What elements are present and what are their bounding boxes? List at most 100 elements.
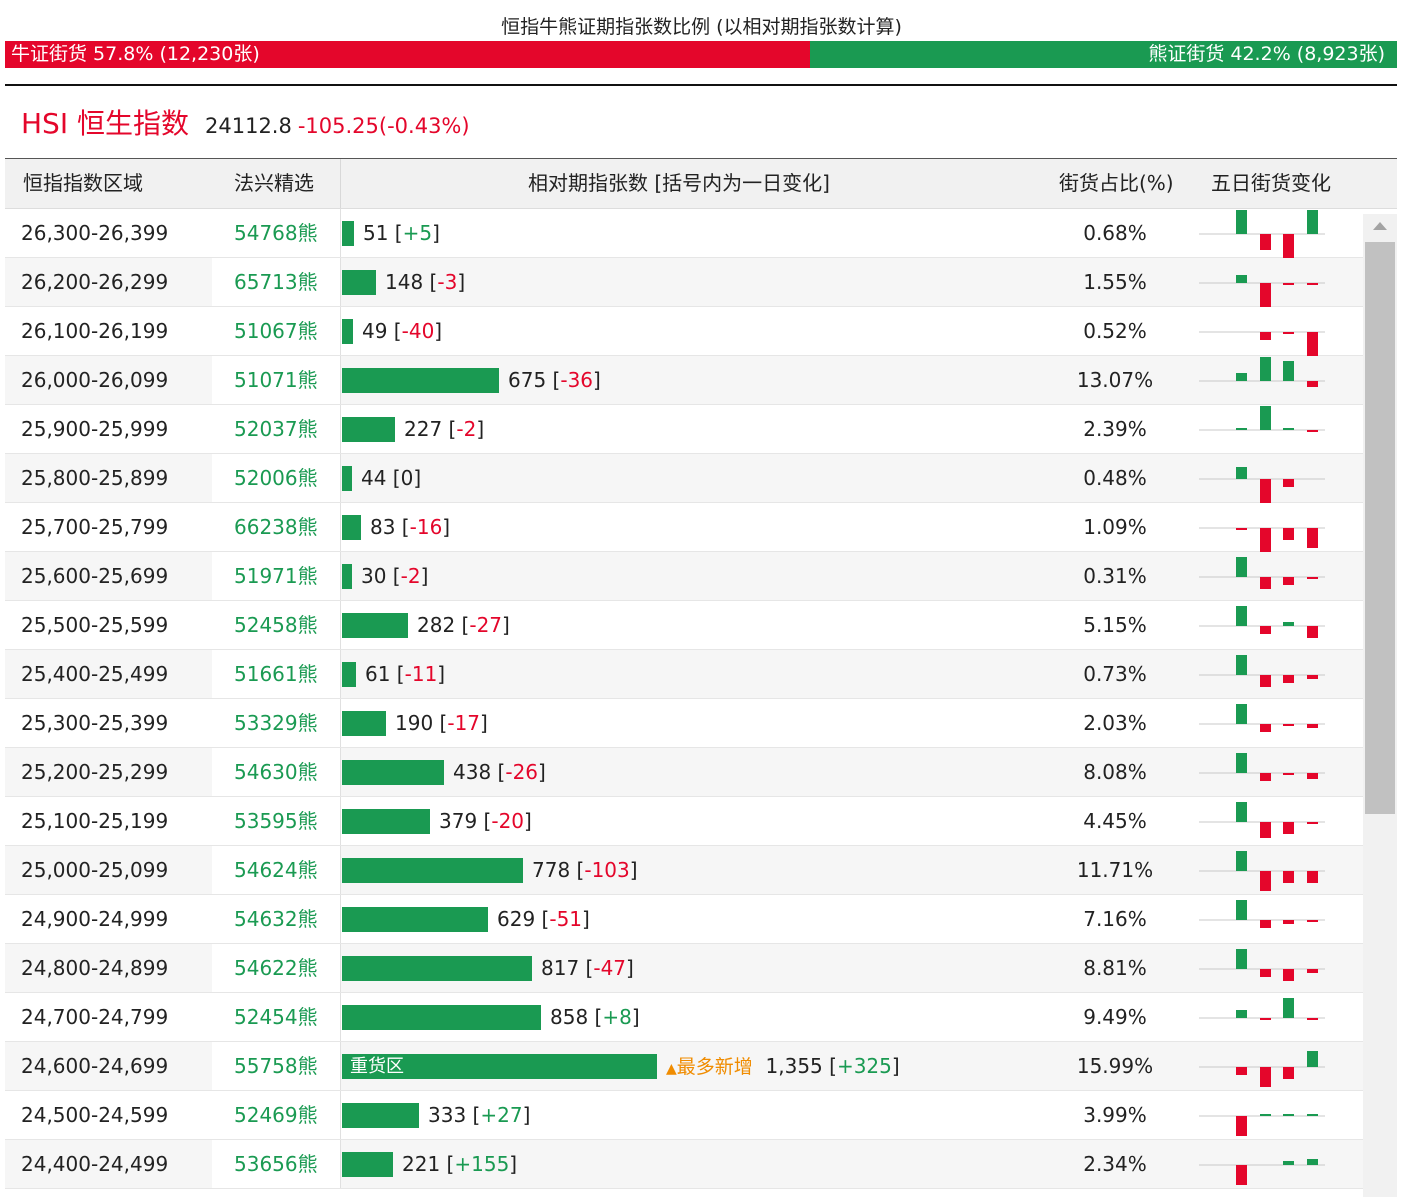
code-cell: 51971熊 [212, 552, 341, 600]
warrant-code-link[interactable]: 54630熊 [234, 760, 318, 784]
daily-change: -47 [593, 956, 627, 980]
scrollbar-thumb[interactable] [1365, 242, 1395, 814]
sparkline-bar [1260, 283, 1271, 307]
table-row[interactable]: 26,000-26,099 51071熊 675 [-36] 13.07% [5, 356, 1363, 405]
contracts-bar [342, 907, 488, 932]
daily-change: -26 [505, 760, 539, 784]
sparkline-bar [1260, 234, 1271, 250]
range-cell: 25,700-25,799 [21, 515, 169, 539]
warrant-code-link[interactable]: 54768熊 [234, 221, 318, 245]
share-cell: 0.52% [1083, 319, 1147, 343]
table-row[interactable]: 25,800-25,899 52006熊 44 [0] 0.48% [5, 454, 1363, 503]
daily-change: -27 [469, 613, 503, 637]
table-row[interactable]: 25,600-25,699 51971熊 30 [-2] 0.31% [5, 552, 1363, 601]
warrant-code-link[interactable]: 51661熊 [234, 662, 318, 686]
table-body: 26,300-26,399 54768熊 51 [+5] 0.68% 26,200-26… [5, 209, 1363, 1189]
bull-bear-ratio-bar: 牛证街货 57.8% (12,230张) 熊证街货 42.2% (8,923张) [5, 41, 1397, 68]
warrant-code-link[interactable]: 52454熊 [234, 1005, 318, 1029]
index-name[interactable]: HSI 恒生指数 [21, 107, 189, 140]
sparkline-bar [1260, 577, 1271, 589]
sparkline-bar [1307, 1114, 1318, 1116]
column-divider [340, 307, 341, 355]
share-cell: 2.34% [1083, 1152, 1147, 1176]
warrant-code-link[interactable]: 55758熊 [234, 1054, 318, 1078]
table-row[interactable]: 26,300-26,399 54768熊 51 [+5] 0.68% [5, 209, 1363, 258]
table-row[interactable]: 25,300-25,399 53329熊 190 [-17] 2.03% [5, 699, 1363, 748]
warrant-code-link[interactable]: 51067熊 [234, 319, 318, 343]
column-divider [340, 993, 341, 1041]
column-divider [340, 454, 341, 502]
table-row[interactable]: 24,400-24,499 53656熊 221 [+155] 2.34% [5, 1140, 1363, 1189]
contracts-value: 61 [-11] [365, 662, 446, 686]
warrant-code-link[interactable]: 65713熊 [234, 270, 318, 294]
table-row[interactable]: 26,200-26,299 65713熊 148 [-3] 1.55% [5, 258, 1363, 307]
warrant-code-link[interactable]: 53595熊 [234, 809, 318, 833]
code-cell: 52037熊 [212, 405, 341, 453]
contracts-value: 49 [-40] [362, 319, 443, 343]
table-row[interactable]: 24,900-24,999 54632熊 629 [-51] 7.16% [5, 895, 1363, 944]
column-divider [340, 209, 341, 257]
table-row[interactable]: 25,200-25,299 54630熊 438 [-26] 8.08% [5, 748, 1363, 797]
contracts-value: 675 [-36] [508, 368, 601, 392]
scrollbar[interactable] [1363, 214, 1397, 1197]
code-cell: 66238熊 [212, 503, 341, 551]
range-cell: 25,500-25,599 [21, 613, 169, 637]
daily-change: -17 [447, 711, 481, 735]
contracts-bar [342, 417, 395, 442]
warrant-code-link[interactable]: 53656熊 [234, 1152, 318, 1176]
table-row[interactable]: 25,700-25,799 66238熊 83 [-16] 1.09% [5, 503, 1363, 552]
sparkline-bar [1283, 822, 1294, 834]
table-row[interactable]: 24,800-24,899 54622熊 817 [-47] 8.81% [5, 944, 1363, 993]
code-cell: 55758熊 [212, 1042, 341, 1090]
contracts-bar [342, 1152, 393, 1177]
table-row[interactable]: 24,600-24,699 55758熊 重货区 ▲最多新增 1,355 [+325]… [5, 1042, 1363, 1091]
contracts-number: 1,355 [765, 1054, 823, 1078]
column-divider [340, 1042, 341, 1090]
daily-change: -40 [401, 319, 435, 343]
contracts-number: 61 [365, 662, 391, 686]
range-cell: 25,200-25,299 [21, 760, 169, 784]
table-row[interactable]: 24,500-24,599 52469熊 333 [+27] 3.99% [5, 1091, 1363, 1140]
warrant-code-link[interactable]: 52006熊 [234, 466, 318, 490]
warrant-code-link[interactable]: 53329熊 [234, 711, 318, 735]
contracts-bar [342, 466, 352, 491]
bull-ratio-segment: 牛证街货 57.8% (12,230张) [5, 41, 810, 68]
warrant-code-link[interactable]: 52458熊 [234, 613, 318, 637]
column-divider [340, 503, 341, 551]
warrant-code-link[interactable]: 66238熊 [234, 515, 318, 539]
daily-change: -20 [491, 809, 525, 833]
sparkline-bar [1307, 1159, 1318, 1165]
table-row[interactable]: 24,700-24,799 52454熊 858 [+8] 9.49% [5, 993, 1363, 1042]
column-divider [340, 895, 341, 943]
table-row[interactable]: 25,400-25,499 51661熊 61 [-11] 0.73% [5, 650, 1363, 699]
warrant-code-link[interactable]: 54632熊 [234, 907, 318, 931]
sparkline-bar [1283, 283, 1294, 285]
range-cell: 26,000-26,099 [21, 368, 169, 392]
daily-change: -2 [456, 417, 477, 441]
warrant-code-link[interactable]: 51071熊 [234, 368, 318, 392]
contracts-value: 190 [-17] [395, 711, 488, 735]
contracts-bar [342, 564, 352, 589]
table-row[interactable]: 25,900-25,999 52037熊 227 [-2] 2.39% [5, 405, 1363, 454]
sparkline-bar [1260, 871, 1271, 891]
share-cell: 13.07% [1076, 368, 1154, 392]
warrant-code-link[interactable]: 54622熊 [234, 956, 318, 980]
warrant-code-link[interactable]: 54624熊 [234, 858, 318, 882]
code-cell: 53656熊 [212, 1140, 341, 1188]
table-row[interactable]: 26,100-26,199 51067熊 49 [-40] 0.52% [5, 307, 1363, 356]
sparkline-bar [1260, 357, 1271, 381]
sparkline-bar [1260, 675, 1271, 687]
table-row[interactable]: 25,000-25,099 54624熊 778 [-103] 11.71% [5, 846, 1363, 895]
warrant-code-link[interactable]: 51971熊 [234, 564, 318, 588]
scroll-up-arrow-icon[interactable] [1373, 222, 1387, 230]
contracts-bar [342, 368, 499, 393]
contracts-value: 333 [+27] [428, 1103, 531, 1127]
table-row[interactable]: 25,100-25,199 53595熊 379 [-20] 4.45% [5, 797, 1363, 846]
sparkline-bar [1283, 675, 1294, 683]
warrant-code-link[interactable]: 52469熊 [234, 1103, 318, 1127]
code-cell: 54768熊 [212, 209, 341, 257]
sparkline-bar [1236, 557, 1247, 577]
table-row[interactable]: 25,500-25,599 52458熊 282 [-27] 5.15% [5, 601, 1363, 650]
warrant-code-link[interactable]: 52037熊 [234, 417, 318, 441]
contracts-value: 221 [+155] [402, 1152, 518, 1176]
